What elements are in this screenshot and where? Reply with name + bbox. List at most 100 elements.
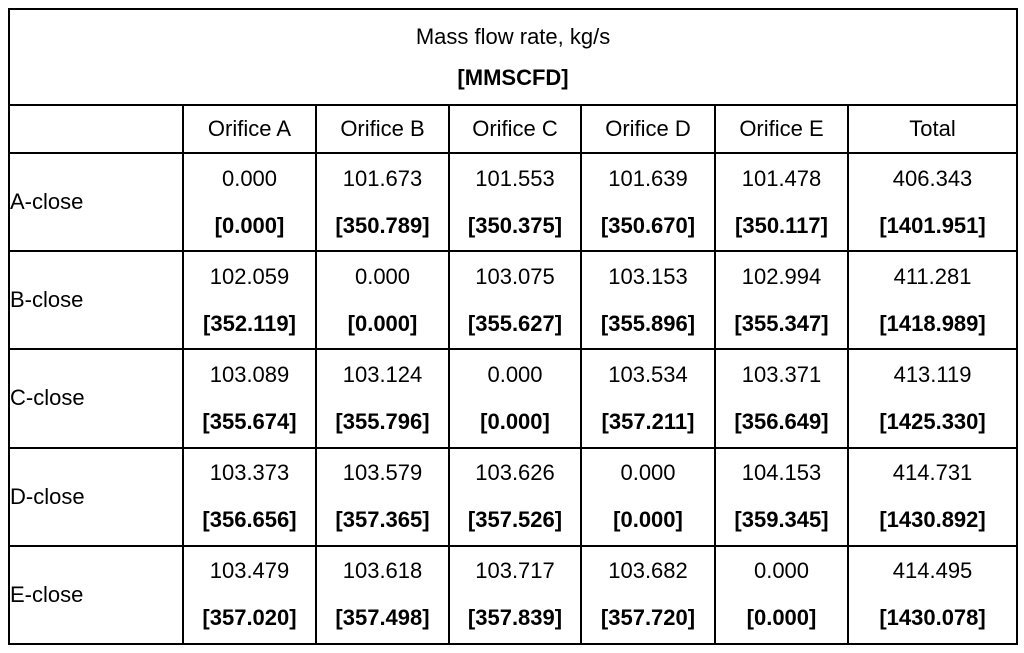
value-mmscfd: [357.211] [601,408,695,434]
value-mmscfd: [357.498] [335,605,430,631]
data-cell: 0.000 [0.000] [315,250,450,351]
value-kgs: 0.000 [221,165,278,191]
value-mmscfd: [0.000] [214,212,285,238]
data-cell-total: 414.731 [1430.892] [846,446,1019,547]
data-cell: 103.534 [357.211] [580,348,716,449]
value-mmscfd: [357.839] [467,605,563,631]
value-kgs: 101.639 [608,165,688,191]
data-cell: 103.682 [357.720] [580,544,716,646]
data-cell: 103.124 [355.796] [315,348,450,449]
value-mmscfd: [356.656] [202,507,297,533]
data-cell-total: 414.495 [1430.078] [846,544,1019,646]
value-kgs: 0.000 [753,558,810,584]
data-cell: 101.639 [350.670] [580,151,716,253]
value-kgs: 0.000 [620,460,676,486]
value-mmscfd: [1430.892] [879,507,986,533]
data-cell: 103.089 [355.674] [182,348,317,449]
mass-flow-rate-table: Mass flow rate, kg/s [MMSCFD] Orifice A … [7,8,1019,646]
value-mmscfd: [1430.078] [879,605,986,631]
data-cell: 103.717 [357.839] [448,544,582,646]
table-title-row: Mass flow rate, kg/s [MMSCFD] [7,8,1019,106]
data-cell: 0.000 [0.000] [714,544,849,646]
value-kgs: 0.000 [487,361,543,387]
data-cell-total: 406.343 [1401.951] [846,151,1019,253]
value-kgs: 406.343 [892,165,973,191]
column-header-orifice-a: Orifice A [182,104,317,154]
data-cell: 103.479 [357.020] [182,544,317,646]
value-mmscfd: [0.000] [613,507,683,533]
data-cell: 0.000 [0.000] [182,151,317,253]
data-cell: 103.371 [356.649] [714,348,849,449]
data-cell: 103.075 [355.627] [448,250,582,351]
value-kgs: 103.124 [342,361,423,387]
value-mmscfd: [1425.330] [879,408,986,434]
value-mmscfd: [357.526] [467,507,563,533]
value-kgs: 103.371 [741,361,822,387]
data-cell-total: 411.281 [1418.989] [846,250,1019,351]
value-mmscfd: [357.020] [202,605,297,631]
value-kgs: 103.717 [475,558,555,584]
value-mmscfd: [357.720] [600,605,696,631]
value-mmscfd: [352.119] [203,310,296,336]
value-mmscfd: [1418.989] [879,310,986,336]
value-mmscfd: [355.347] [734,310,829,336]
data-cell: 0.000 [0.000] [580,446,716,547]
value-mmscfd: [357.365] [335,507,430,533]
value-kgs: 103.579 [342,460,423,486]
value-kgs: 103.618 [342,558,423,584]
column-header-total: Total [846,104,1019,154]
row-label: C-close [8,348,184,449]
value-kgs: 101.673 [342,165,423,191]
value-mmscfd: [350.789] [335,212,430,238]
value-mmscfd: [356.649] [734,408,829,434]
value-kgs: 414.731 [892,460,973,486]
value-kgs: 103.089 [209,361,290,387]
value-kgs: 101.478 [741,165,822,191]
table-subtitle: [MMSCFD] [457,64,569,90]
value-kgs: 411.281 [893,263,972,289]
table-row-d-close: D-close 103.373 [356.656] 103.579 [357.3… [8,446,1019,547]
data-cell: 104.153 [359.345] [714,446,849,547]
column-header-orifice-b: Orifice B [315,104,450,154]
value-mmscfd: [350.117] [735,212,828,238]
data-cell: 101.478 [350.117] [714,151,849,253]
row-label: A-close [8,151,184,253]
value-mmscfd: [355.896] [600,310,696,336]
data-cell: 103.579 [357.365] [315,446,450,547]
data-cell: 103.373 [356.656] [182,446,317,547]
data-cell: 101.553 [350.375] [448,151,582,253]
data-cell: 0.000 [0.000] [448,348,582,449]
value-mmscfd: [350.375] [467,212,563,238]
value-kgs: 103.153 [608,263,688,289]
column-header-blank [8,104,184,154]
table-row-c-close: C-close 103.089 [355.674] 103.124 [355.7… [8,348,1019,449]
value-mmscfd: [355.796] [335,408,430,434]
value-kgs: 104.153 [741,460,822,486]
value-mmscfd: [350.670] [600,212,696,238]
data-cell: 102.059 [352.119] [182,250,317,351]
data-cell: 101.673 [350.789] [315,151,450,253]
value-kgs: 103.075 [475,263,555,289]
column-header-orifice-d: Orifice D [580,104,716,154]
value-kgs: 103.682 [608,558,688,584]
data-cell-total: 413.119 [1425.330] [846,348,1019,449]
value-mmscfd: [355.627] [467,310,563,336]
data-cell: 103.153 [355.896] [580,250,716,351]
value-kgs: 103.626 [475,460,555,486]
value-kgs: 103.479 [209,558,290,584]
table-header-row: Orifice A Orifice B Orifice C Orifice D … [8,104,1019,154]
column-header-orifice-e: Orifice E [714,104,849,154]
data-cell: 102.994 [355.347] [714,250,849,351]
value-kgs: 103.373 [209,460,290,486]
value-kgs: 414.495 [892,558,973,584]
row-label: B-close [8,250,184,351]
data-cell: 103.626 [357.526] [448,446,582,547]
value-kgs: 0.000 [354,263,411,289]
value-mmscfd: [0.000] [746,605,817,631]
value-kgs: 102.994 [741,263,822,289]
value-kgs: 413.119 [893,361,972,387]
table-row-e-close: E-close 103.479 [357.020] 103.618 [357.4… [8,544,1019,646]
table-title: Mass flow rate, kg/s [415,23,611,49]
column-header-orifice-c: Orifice C [448,104,582,154]
